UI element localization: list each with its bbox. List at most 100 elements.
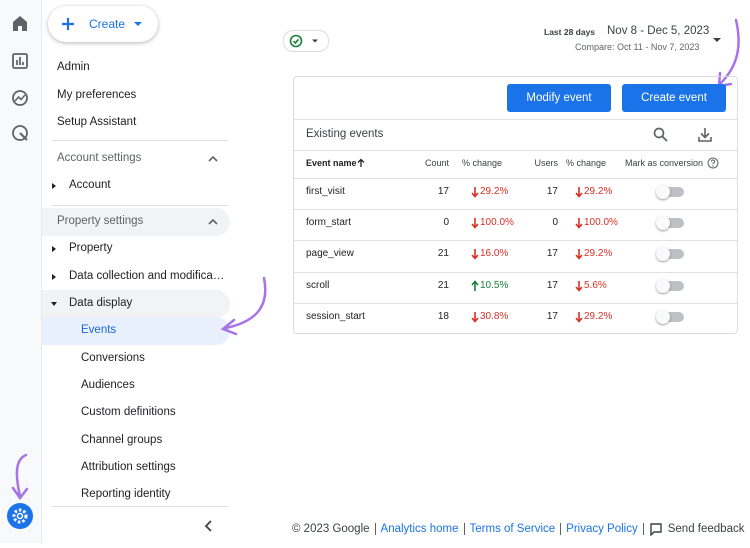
event-name[interactable]: scroll: [306, 279, 330, 291]
event-name[interactable]: first_visit: [306, 186, 345, 197]
expand-arrow[interactable]: [50, 245, 58, 253]
column-header: % change: [566, 158, 607, 168]
create-label: Create: [89, 17, 126, 31]
percent-change: 29.2%: [480, 186, 509, 197]
create-event-button[interactable]: Create event: [622, 84, 726, 112]
advertising-icon[interactable]: [12, 125, 28, 141]
reports-icon[interactable]: [12, 53, 28, 69]
conversion-toggle[interactable]: [656, 309, 684, 324]
toggle-knob: [656, 309, 670, 324]
column-header: % change: [462, 158, 503, 168]
column-header: Users: [534, 158, 558, 168]
trend-arrow: [575, 311, 583, 323]
metric-value: 0: [552, 217, 558, 229]
section-header[interactable]: Account settings: [57, 152, 142, 164]
conversion-toggle[interactable]: [656, 185, 684, 199]
nav-subitem[interactable]: Attribution settings: [81, 461, 176, 473]
collapse-button[interactable]: [199, 517, 219, 535]
percent-change: 29.2%: [584, 310, 613, 322]
footer-separator: [642, 523, 644, 535]
feedback-link[interactable]: Send feedback: [667, 523, 745, 535]
rail-icons: [7, 16, 33, 529]
annotation-arrow: [15, 453, 28, 498]
nav-subitem[interactable]: Custom definitions: [81, 406, 176, 418]
footer: © 2023 Google Analytics home Terms of Se…: [292, 522, 744, 536]
nav-item[interactable]: My preferences: [57, 89, 137, 101]
modify-event-button[interactable]: Modify event: [507, 84, 611, 112]
date-range[interactable]: Nov 8 - Dec 5, 2023: [607, 25, 710, 37]
download-icon[interactable]: [696, 126, 714, 144]
advertising-pointer: [19, 132, 28, 141]
nav-item[interactable]: Property: [69, 242, 113, 254]
footer-separator: [374, 523, 376, 535]
collapse-chevron[interactable]: [207, 217, 219, 227]
nav-item[interactable]: Data display: [69, 297, 133, 309]
row-divider: [294, 302, 737, 304]
nav-item[interactable]: Account: [69, 179, 111, 191]
collapse-chevron[interactable]: [207, 154, 219, 164]
metric-value: 17: [546, 248, 558, 260]
footer-separator: [463, 523, 465, 535]
compare-range: Compare: Oct 11 - Nov 7, 2023: [575, 42, 700, 52]
feedback-icon: [650, 523, 662, 536]
footer-link[interactable]: Terms of Service: [469, 523, 556, 535]
event-name[interactable]: form_start: [306, 217, 352, 229]
active-highlight: [42, 317, 230, 345]
metric-value: 17: [546, 186, 558, 197]
nav-subitem[interactable]: Reporting identity: [81, 488, 171, 500]
trend-arrow: [575, 218, 583, 229]
toggle-knob: [656, 247, 670, 262]
footer-link[interactable]: Privacy Policy: [566, 523, 638, 535]
date-caret[interactable]: [711, 34, 723, 46]
annotation-arrow: [220, 276, 267, 336]
row-divider: [294, 240, 737, 242]
percent-change: 16.0%: [480, 248, 509, 260]
nav-subitem[interactable]: Conversions: [81, 352, 145, 364]
trend-arrow: [471, 311, 479, 323]
metric-value: 17: [546, 279, 558, 291]
conversion-toggle[interactable]: [656, 278, 684, 293]
percent-change: 29.2%: [584, 248, 613, 260]
plus-icon: [62, 18, 74, 30]
search-icon[interactable]: [652, 126, 670, 144]
expand-arrow[interactable]: [50, 182, 58, 190]
column-header: Count: [424, 158, 449, 168]
nav-subitem[interactable]: Events: [81, 324, 117, 336]
nav-item[interactable]: Admin: [57, 61, 90, 73]
status-chip[interactable]: [283, 30, 329, 52]
nav-subitem[interactable]: Channel groups: [81, 434, 163, 446]
conversion-toggle[interactable]: [656, 216, 684, 231]
trend-arrow: [575, 249, 583, 261]
event-name[interactable]: page_view: [306, 248, 354, 260]
table-title: Existing events: [306, 128, 384, 140]
footer-link[interactable]: Analytics home: [380, 523, 459, 535]
sort-arrow[interactable]: [356, 158, 366, 168]
nav-subitem[interactable]: Audiences: [81, 379, 135, 391]
conversion-toggle[interactable]: [656, 247, 684, 262]
header-divider: [294, 150, 737, 151]
explore-icon[interactable]: [12, 90, 28, 106]
column-header[interactable]: Event name: [306, 158, 357, 168]
card-divider: [294, 119, 737, 120]
divider: [52, 140, 228, 141]
help-icon[interactable]: [707, 157, 719, 169]
footer-separator: [560, 523, 562, 535]
trend-arrow: [471, 187, 479, 198]
trend-arrow: [575, 280, 583, 292]
expand-arrow[interactable]: [50, 300, 58, 308]
toggle-knob: [656, 278, 670, 293]
nav-item[interactable]: Data collection and modifica…: [69, 270, 225, 282]
expand-arrow[interactable]: [50, 273, 58, 281]
event-name[interactable]: session_start: [306, 310, 365, 322]
nav-item[interactable]: Setup Assistant: [57, 116, 137, 128]
percent-change: 5.6%: [584, 279, 607, 291]
percent-change: 10.5%: [480, 279, 509, 291]
percent-change: 30.8%: [480, 310, 509, 322]
create-button[interactable]: Create: [48, 6, 158, 42]
divider: [52, 205, 228, 206]
section-header[interactable]: Property settings: [57, 215, 144, 227]
metric-value: 17: [437, 186, 449, 197]
metric-value: 0: [443, 217, 449, 229]
home-icon[interactable]: [13, 16, 27, 31]
